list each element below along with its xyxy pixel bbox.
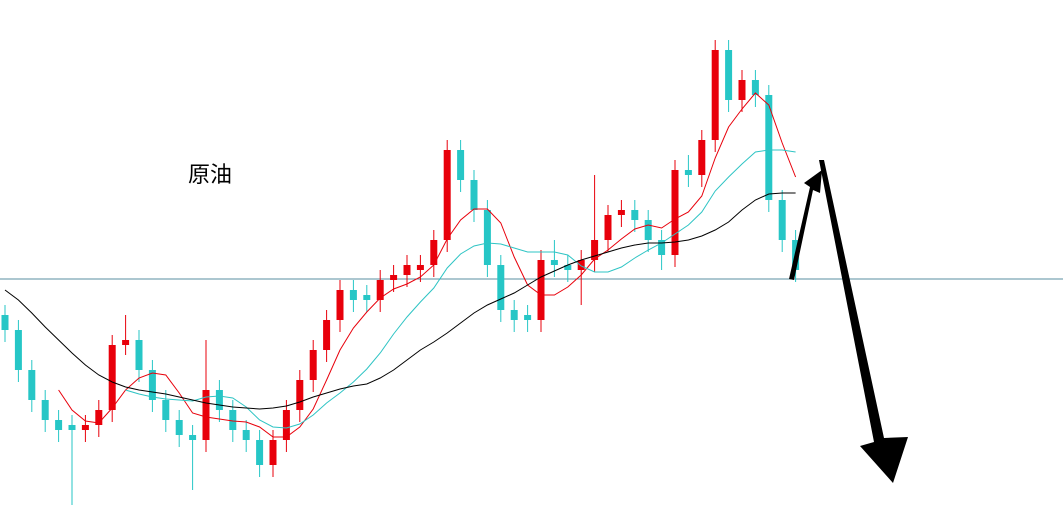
candle-body — [175, 420, 183, 435]
down-arrow — [819, 160, 908, 483]
candle-body — [68, 425, 76, 430]
candle-body — [148, 370, 156, 400]
candle-body — [430, 240, 438, 265]
candle-body — [189, 435, 197, 440]
candle-body — [282, 410, 290, 440]
candle-body — [14, 330, 22, 370]
candle-body — [671, 170, 679, 255]
candle-body — [256, 440, 264, 465]
candle-body — [510, 310, 518, 320]
candle-body — [591, 240, 599, 260]
candle-body — [229, 410, 237, 430]
candle-body — [349, 290, 357, 300]
candle-body — [751, 80, 759, 95]
candle-body — [269, 440, 277, 465]
candle-body — [215, 390, 223, 410]
candle-body — [108, 345, 116, 410]
candle-body — [457, 150, 465, 180]
candle-body — [1, 315, 9, 330]
candle-body — [711, 50, 719, 140]
candle-body — [309, 350, 317, 380]
candle-body — [162, 400, 170, 420]
moving-average-line — [4, 192, 796, 410]
candle-body — [524, 315, 532, 320]
candle-body — [242, 430, 250, 440]
moving-average-line — [58, 92, 797, 438]
up-arrow — [789, 170, 822, 280]
candle-body — [725, 50, 733, 100]
candle-body — [202, 390, 210, 440]
candle-body — [363, 295, 371, 300]
moving-average-line — [125, 149, 796, 429]
candle-body — [403, 265, 411, 275]
candle-body — [416, 265, 424, 270]
candle-body — [390, 275, 398, 280]
candle-body — [376, 280, 384, 300]
candle-body — [470, 180, 478, 210]
candle-body — [81, 425, 89, 430]
candle-body — [604, 215, 612, 240]
candle-body — [778, 200, 786, 240]
candle-body — [684, 170, 692, 175]
candle-body — [564, 265, 572, 270]
candle-body — [336, 290, 344, 320]
candle-body — [55, 420, 63, 430]
candle-body — [577, 260, 585, 270]
chart-title: 原油 — [188, 163, 232, 188]
candle-body — [631, 210, 639, 220]
candle-body — [537, 260, 545, 320]
candle-body — [122, 340, 130, 345]
candle-body — [95, 410, 103, 425]
candle-body — [644, 220, 652, 240]
candle-body — [738, 80, 746, 100]
candle-body — [550, 260, 558, 265]
candle-body — [658, 240, 666, 255]
candle-body — [28, 370, 36, 400]
candle-body — [41, 400, 49, 420]
candle-body — [323, 320, 331, 350]
candle-body — [296, 380, 304, 410]
candle-body — [497, 265, 505, 310]
candle-body — [698, 140, 706, 175]
candle-body — [483, 210, 491, 265]
candle-body — [617, 210, 625, 215]
candle-body — [135, 340, 143, 370]
candle-body — [765, 95, 773, 200]
candle-body — [443, 150, 451, 240]
